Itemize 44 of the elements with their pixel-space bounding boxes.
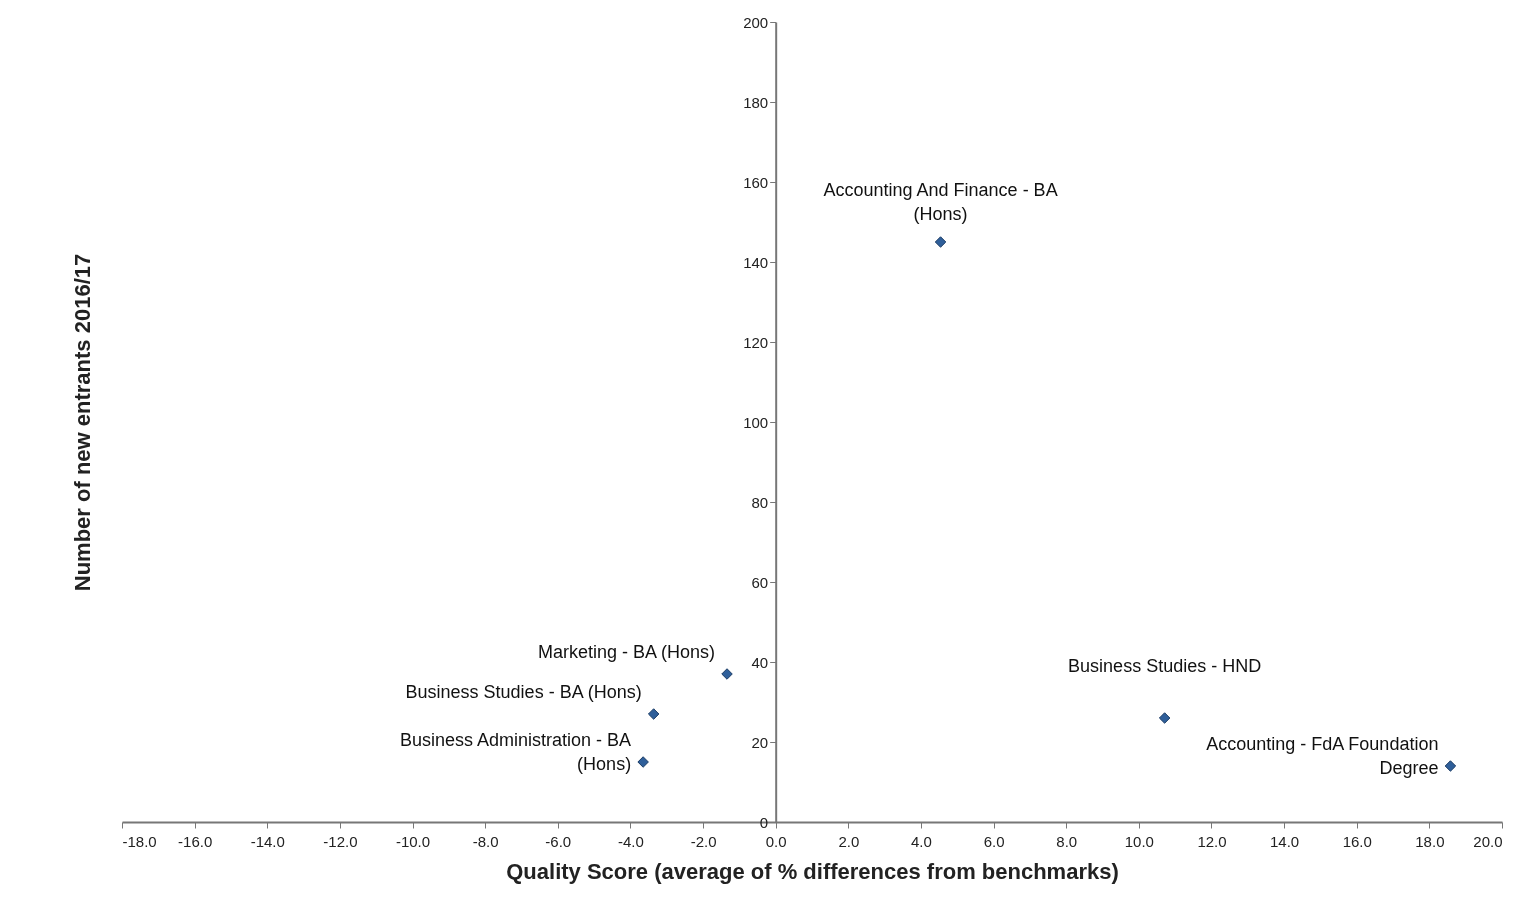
annotation: Business Studies - BA (Hons) xyxy=(405,682,642,702)
y-tick-label: 200 xyxy=(743,13,769,31)
y-axis-title: Number of new entrants 2016/17 xyxy=(69,253,95,592)
y-tick-label: 140 xyxy=(743,253,769,271)
annotation: Accounting - FdA Foundation Degree xyxy=(1206,734,1439,778)
x-tick-label: -2.0 xyxy=(690,832,717,850)
y-tick-label: 180 xyxy=(743,93,769,111)
x-tick-label: -8.0 xyxy=(472,832,499,850)
point xyxy=(647,708,660,720)
annotation: Business Administration - BA (Hons) xyxy=(400,730,632,774)
annotation: Accounting And Finance - BA (Hons) xyxy=(823,180,1058,224)
x-axis-title: Quality Score (average of % differences from benchmarks) xyxy=(506,858,1119,884)
x-tick-label: 6.0 xyxy=(983,832,1005,850)
point xyxy=(721,668,733,680)
y-tick-label: 60 xyxy=(751,573,769,591)
annotation: Business Studies - HND xyxy=(1068,656,1262,676)
x-tick-label: -16.0 xyxy=(178,832,213,850)
point xyxy=(637,756,649,768)
y-tick-label: 40 xyxy=(751,653,769,671)
x-tick-label: 10.0 xyxy=(1124,832,1154,850)
annotation: Marketing - BA (Hons) xyxy=(537,642,716,662)
point xyxy=(1158,712,1171,724)
x-tick-label: -6.0 xyxy=(545,832,572,850)
x-tick-label: -10.0 xyxy=(395,832,431,850)
y-tick-label: 80 xyxy=(751,493,769,511)
y-tick-label: 100 xyxy=(743,413,769,431)
point xyxy=(934,236,947,248)
x-tick-label: 14.0 xyxy=(1270,832,1300,850)
x-tick-label: -14.0 xyxy=(250,832,285,850)
y-tick-label: 20 xyxy=(751,733,769,751)
x-tick-label: 2.0 xyxy=(838,832,860,850)
x-tick-label: 4.0 xyxy=(911,832,932,850)
x-tick-label: -4.0 xyxy=(617,832,644,850)
x-tick-label: 12.0 xyxy=(1197,832,1227,850)
x-tick-label: -12.0 xyxy=(323,832,358,850)
x-tick-label: 20.0 xyxy=(1473,832,1503,850)
y-tick-label: 160 xyxy=(743,173,769,191)
x-tick-label: 18.0 xyxy=(1415,832,1445,850)
x-tick-label: 8.0 xyxy=(1056,832,1078,850)
x-tick-label: 16.0 xyxy=(1342,832,1372,850)
x-tick-label: -18.0 xyxy=(122,832,157,850)
point xyxy=(1444,760,1457,772)
y-tick-label: 120 xyxy=(743,333,769,351)
x-tick-label: 0.0 xyxy=(765,832,787,850)
